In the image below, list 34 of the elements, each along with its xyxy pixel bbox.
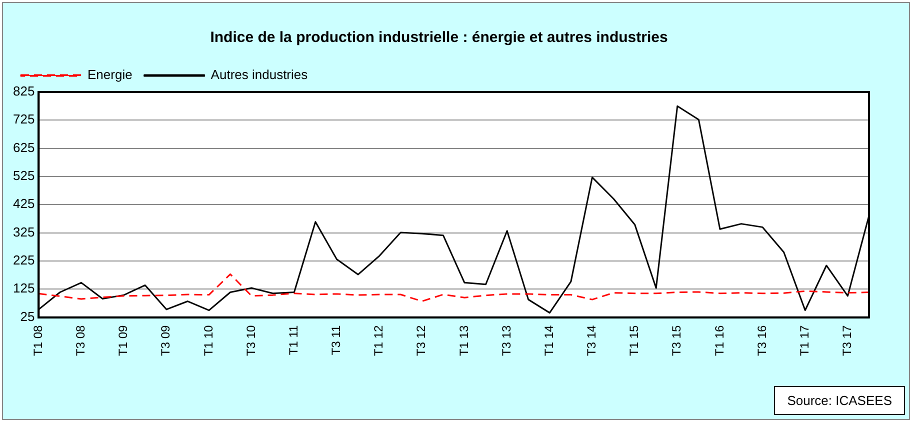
y-tick-label: 625 (12, 140, 35, 155)
x-tick-label: T3 17 (840, 324, 854, 356)
x-tick-label: T3 10 (244, 324, 258, 356)
chart-title: Indice de la production industrielle : énergie et autres industries (210, 29, 668, 46)
x-tick-label: T1 14 (542, 324, 556, 356)
x-tick-label: T1 12 (372, 324, 386, 356)
x-tick-label: T1 08 (31, 324, 45, 356)
x-tick-label: T3 12 (414, 324, 428, 356)
y-tick-label: 325 (12, 224, 35, 240)
x-tick-label: T1 10 (201, 324, 216, 356)
source-note: Source: ICASEES (774, 386, 905, 415)
x-tick-label: T1 13 (456, 324, 471, 356)
legend-label: Energie (88, 67, 132, 82)
x-tick-label: T1 09 (116, 324, 130, 356)
x-tick-label: T1 17 (797, 324, 812, 356)
y-tick-label: 125 (12, 280, 35, 296)
y-tick-label: 425 (12, 196, 35, 212)
x-tick-label: T3 15 (670, 324, 684, 356)
x-tick-label: T3 13 (499, 324, 514, 356)
x-tick-label: T3 09 (158, 324, 173, 356)
y-tick-label: 725 (12, 112, 35, 127)
x-tick-label: T3 16 (754, 324, 769, 356)
y-tick-label: 525 (12, 168, 35, 184)
y-tick-label: 825 (12, 84, 35, 99)
x-tick-label: T1 15 (627, 324, 642, 356)
x-tick-label: T1 11 (286, 324, 300, 356)
legend-label: Autres industries (210, 67, 308, 82)
x-tick-label: T1 16 (712, 324, 726, 356)
y-tick-label: 25 (20, 308, 35, 324)
x-tick-label: T3 14 (584, 324, 599, 356)
x-tick-label: T3 11 (329, 324, 344, 356)
y-tick-label: 225 (12, 252, 35, 268)
line-series (38, 273, 870, 302)
x-tick-label: T3 08 (74, 324, 88, 356)
